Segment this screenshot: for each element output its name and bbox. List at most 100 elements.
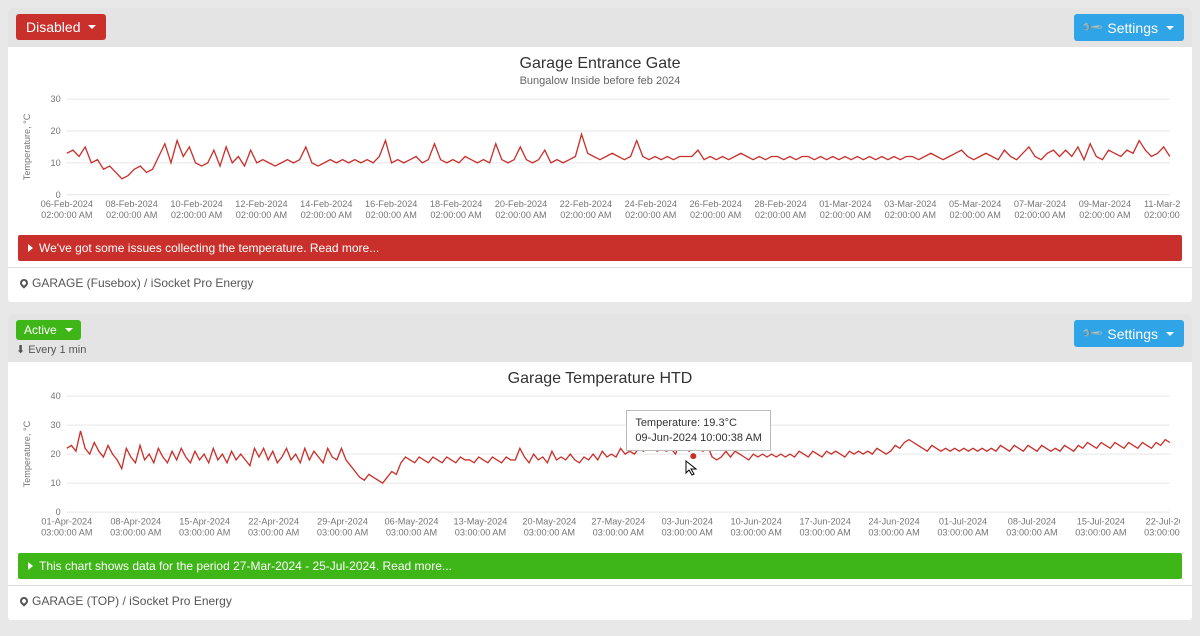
chart-title-1: Garage Entrance Gate [8, 47, 1192, 73]
svg-text:02:00:00 AM: 02:00:00 AM [820, 210, 871, 220]
svg-text:22-Apr-2024: 22-Apr-2024 [248, 517, 299, 527]
svg-text:08-Jul-2024: 08-Jul-2024 [1008, 517, 1056, 527]
svg-text:01-Mar-2024: 01-Mar-2024 [819, 199, 871, 209]
svg-text:02:00:00 AM: 02:00:00 AM [430, 210, 481, 220]
svg-text:03-Jun-2024: 03-Jun-2024 [662, 517, 713, 527]
svg-text:09-Mar-2024: 09-Mar-2024 [1079, 199, 1131, 209]
svg-text:02:00:00 AM: 02:00:00 AM [625, 210, 676, 220]
status-dropdown-active[interactable]: Active [16, 320, 81, 340]
svg-text:03:00:00 AM: 03:00:00 AM [662, 528, 713, 538]
svg-text:03:00:00 AM: 03:00:00 AM [937, 528, 988, 538]
chart-title-2: Garage Temperature HTD [8, 362, 1192, 388]
chevron-right-icon [28, 562, 33, 570]
svg-text:02:00:00 AM: 02:00:00 AM [301, 210, 352, 220]
svg-text:20-May-2024: 20-May-2024 [522, 517, 576, 527]
svg-text:03:00:00 AM: 03:00:00 AM [248, 528, 299, 538]
svg-text:02:00:00 AM: 02:00:00 AM [950, 210, 1001, 220]
interval-text: ⬇ Every 1 min [16, 343, 86, 356]
svg-text:02:00:00 AM: 02:00:00 AM [690, 210, 741, 220]
svg-text:03:00:00 AM: 03:00:00 AM [524, 528, 575, 538]
chart-subtitle-1: Bungalow Inside before feb 2024 [8, 73, 1192, 91]
location-text: GARAGE (TOP) / iSocket Pro Energy [32, 594, 232, 608]
alert-info[interactable]: This chart shows data for the period 27-… [18, 553, 1182, 579]
svg-text:11-Mar-2024: 11-Mar-2024 [1144, 199, 1180, 209]
svg-text:02:00:00 AM: 02:00:00 AM [755, 210, 806, 220]
svg-text:01-Jul-2024: 01-Jul-2024 [939, 517, 987, 527]
alert-text: We've got some issues collecting the tem… [39, 241, 379, 255]
svg-text:03:00:00 AM: 03:00:00 AM [731, 528, 782, 538]
svg-text:01-Apr-2024: 01-Apr-2024 [41, 517, 92, 527]
chart-svg-2: 010203040Temperature, °C01-Apr-202403:00… [20, 390, 1180, 543]
caret-down-icon [1166, 332, 1174, 336]
svg-text:26-Feb-2024: 26-Feb-2024 [689, 199, 741, 209]
svg-text:03:00:00 AM: 03:00:00 AM [41, 528, 92, 538]
caret-down-icon [65, 328, 73, 332]
svg-text:02:00:00 AM: 02:00:00 AM [885, 210, 936, 220]
svg-text:03:00:00 AM: 03:00:00 AM [593, 528, 644, 538]
caret-down-icon [1166, 26, 1174, 30]
chart-panel-2: Active ⬇ Every 1 min 🔧 Settings Garage T… [8, 314, 1192, 620]
svg-text:02:00:00 AM: 02:00:00 AM [366, 210, 417, 220]
location-row-2: GARAGE (TOP) / iSocket Pro Energy [8, 585, 1192, 616]
svg-text:02:00:00 AM: 02:00:00 AM [171, 210, 222, 220]
svg-text:30: 30 [51, 420, 61, 430]
svg-text:03:00:00 AM: 03:00:00 AM [868, 528, 919, 538]
svg-text:24-Feb-2024: 24-Feb-2024 [625, 199, 677, 209]
svg-text:20: 20 [51, 126, 61, 136]
svg-text:02:00:00 AM: 02:00:00 AM [1144, 210, 1180, 220]
svg-text:20: 20 [51, 449, 61, 459]
chart-area-2[interactable]: 010203040Temperature, °C01-Apr-202403:00… [8, 388, 1192, 547]
svg-text:14-Feb-2024: 14-Feb-2024 [300, 199, 352, 209]
svg-text:12-Feb-2024: 12-Feb-2024 [235, 199, 287, 209]
settings-label: Settings [1107, 20, 1158, 36]
svg-text:02:00:00 AM: 02:00:00 AM [495, 210, 546, 220]
location-text: GARAGE (Fusebox) / iSocket Pro Energy [32, 276, 253, 290]
svg-text:03:00:00 AM: 03:00:00 AM [317, 528, 368, 538]
svg-text:18-Feb-2024: 18-Feb-2024 [430, 199, 482, 209]
svg-text:15-Jul-2024: 15-Jul-2024 [1077, 517, 1125, 527]
svg-text:Temperature, °C: Temperature, °C [22, 113, 32, 180]
svg-text:30: 30 [51, 94, 61, 104]
chart-area-1[interactable]: 0102030Temperature, °C06-Feb-202402:00:0… [8, 91, 1192, 229]
svg-text:02:00:00 AM: 02:00:00 AM [560, 210, 611, 220]
download-icon: ⬇ [16, 344, 25, 356]
settings-dropdown-2[interactable]: 🔧 Settings [1074, 320, 1184, 347]
panel-header-2: Active ⬇ Every 1 min 🔧 Settings [8, 314, 1192, 362]
location-row-1: GARAGE (Fusebox) / iSocket Pro Energy [8, 267, 1192, 298]
svg-text:02:00:00 AM: 02:00:00 AM [1014, 210, 1065, 220]
svg-text:03:00:00 AM: 03:00:00 AM [1144, 528, 1180, 538]
svg-text:02:00:00 AM: 02:00:00 AM [236, 210, 287, 220]
status-dropdown-disabled[interactable]: Disabled [16, 14, 106, 40]
svg-text:15-Apr-2024: 15-Apr-2024 [179, 517, 230, 527]
wrench-icon: 🔧 [1081, 322, 1105, 346]
svg-text:Temperature, °C: Temperature, °C [22, 421, 32, 488]
wrench-icon: 🔧 [1081, 15, 1105, 39]
panel-header-1: Disabled 🔧 Settings [8, 8, 1192, 47]
svg-text:08-Feb-2024: 08-Feb-2024 [106, 199, 158, 209]
svg-text:10-Jun-2024: 10-Jun-2024 [731, 517, 782, 527]
svg-text:27-May-2024: 27-May-2024 [591, 517, 645, 527]
chevron-right-icon [28, 244, 33, 252]
svg-text:10: 10 [51, 158, 61, 168]
svg-text:40: 40 [51, 391, 61, 401]
svg-text:28-Feb-2024: 28-Feb-2024 [754, 199, 806, 209]
svg-text:03:00:00 AM: 03:00:00 AM [179, 528, 230, 538]
header-left: Disabled [16, 14, 106, 40]
svg-text:13-May-2024: 13-May-2024 [454, 517, 508, 527]
svg-text:03:00:00 AM: 03:00:00 AM [799, 528, 850, 538]
svg-text:05-Mar-2024: 05-Mar-2024 [949, 199, 1001, 209]
chart-panel-1: Disabled 🔧 Settings Garage Entrance Gate… [8, 8, 1192, 302]
status-label: Active [24, 323, 57, 337]
svg-text:17-Jun-2024: 17-Jun-2024 [799, 517, 850, 527]
svg-text:03:00:00 AM: 03:00:00 AM [386, 528, 437, 538]
svg-text:03-Mar-2024: 03-Mar-2024 [884, 199, 936, 209]
svg-text:06-Feb-2024: 06-Feb-2024 [41, 199, 93, 209]
alert-warning[interactable]: We've got some issues collecting the tem… [18, 235, 1182, 261]
svg-text:16-Feb-2024: 16-Feb-2024 [365, 199, 417, 209]
svg-text:29-Apr-2024: 29-Apr-2024 [317, 517, 368, 527]
status-label: Disabled [26, 19, 80, 35]
header-left-2: Active ⬇ Every 1 min [16, 320, 86, 356]
svg-text:10: 10 [51, 478, 61, 488]
settings-dropdown-1[interactable]: 🔧 Settings [1074, 14, 1184, 41]
svg-text:20-Feb-2024: 20-Feb-2024 [495, 199, 547, 209]
